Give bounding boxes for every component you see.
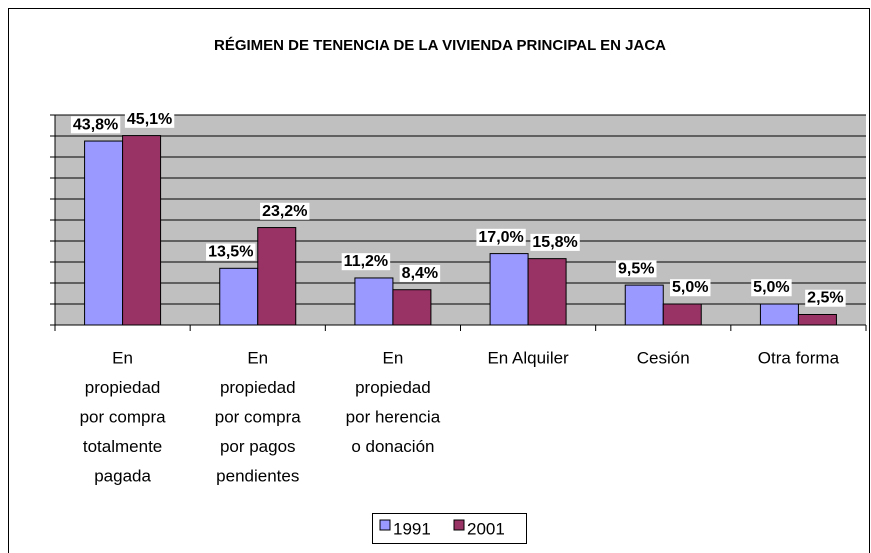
legend-label: 1991: [393, 519, 431, 538]
x-tick-label: En: [383, 348, 404, 367]
value-label-bg: [670, 279, 711, 297]
bar: [662, 303, 702, 326]
x-tick-label: totalmente: [83, 437, 162, 456]
x-tick-label: Otra forma: [758, 348, 840, 367]
x-tick-label: En: [247, 348, 268, 367]
bar: [354, 277, 394, 326]
value-label: 43,8%: [73, 116, 118, 133]
legend-swatch: [453, 519, 465, 531]
x-tick-label: o donación: [351, 437, 434, 456]
x-tick-label: propiedad: [220, 378, 296, 397]
value-label-bg: [805, 289, 846, 307]
bar: [257, 227, 297, 326]
x-tick-label: En Alquiler: [487, 348, 569, 367]
bar: [527, 258, 567, 326]
value-label: 11,2%: [344, 253, 388, 270]
value-label-bg: [124, 110, 175, 128]
x-tick-label: pendientes: [216, 466, 299, 485]
value-label-bg: [399, 264, 441, 282]
x-tick-label: por herencia: [346, 407, 441, 426]
x-tick-label: propiedad: [85, 378, 161, 397]
chart-title: RÉGIMEN DE TENENCIA DE LA VIVIENDA PRINC…: [214, 37, 666, 54]
value-label: 8,4%: [402, 265, 438, 282]
legend-swatch: [379, 519, 391, 531]
value-label-bg: [206, 243, 256, 261]
bar: [219, 267, 259, 326]
value-label: 13,5%: [208, 244, 253, 261]
value-label: 15,8%: [532, 234, 577, 251]
bar: [84, 140, 124, 326]
x-tick-label: En: [112, 348, 133, 367]
x-tick-label: por compra: [215, 407, 302, 426]
value-label-bg: [341, 253, 391, 271]
bar: [797, 314, 837, 326]
bar: [392, 289, 432, 326]
bar: [759, 303, 799, 326]
x-tick-label: propiedad: [355, 378, 431, 397]
value-label-bg: [751, 279, 792, 297]
bar: [624, 284, 664, 326]
value-label: 5,0%: [753, 279, 789, 296]
value-label-bg: [530, 233, 580, 251]
value-label: 9,5%: [618, 260, 654, 277]
legend-label: 2001: [467, 519, 505, 538]
legend-box: [372, 513, 527, 544]
value-label: 23,2%: [262, 203, 307, 220]
value-label: 17,0%: [478, 229, 523, 246]
value-label-bg: [260, 202, 310, 220]
value-label: 2,5%: [807, 290, 843, 307]
bar: [489, 253, 529, 326]
x-tick-label: por compra: [80, 407, 167, 426]
x-tick-label: por pagos: [220, 437, 296, 456]
value-label-bg: [616, 260, 657, 278]
value-label-bg: [476, 228, 526, 246]
x-tick-label: Cesión: [637, 348, 690, 367]
x-tick-label: pagada: [94, 466, 151, 485]
value-label-bg: [70, 116, 121, 134]
value-label: 5,0%: [672, 279, 708, 296]
value-label: 45,1%: [127, 111, 172, 128]
bar: [122, 135, 162, 326]
